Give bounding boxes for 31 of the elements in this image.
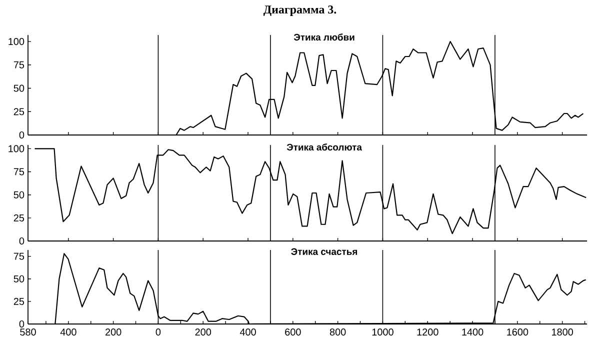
y-tick-label: 0 [19,131,24,139]
x-tick-label: 200 [195,328,212,336]
chart-title: Этика абсолюта [286,144,362,151]
y-tick-label: 75 [14,168,24,176]
y-tick-label: 100 [8,145,24,152]
y-tick-label: 25 [14,108,24,116]
x-tick-label: 1000 [372,328,394,336]
x-tick-label: 1600 [507,328,528,336]
x-tick-label: 1200 [417,328,438,336]
y-tick-label: 100 [8,38,24,46]
y-tick-label: 75 [14,252,24,260]
x-tick-label: 1800 [552,328,574,336]
x-tick-label: 0 [156,328,161,336]
y-tick-label: 50 [14,191,24,198]
text: Диаграмма 3. [263,6,336,16]
chart-title: Этика счастья [291,248,358,255]
x-tick-label: 1400 [462,328,484,336]
y-tick-label: 0 [19,320,24,328]
x-tick-label: 400 [60,328,76,336]
x-tick-label: 580 [20,328,36,336]
x-tick-label: 600 [285,328,301,336]
x-tick-label: 800 [330,328,346,336]
y-tick-label: 75 [14,61,24,68]
x-tick-label: 400 [240,328,256,336]
x-tick-label: 200 [106,328,122,336]
y-tick-label: 25 [14,298,24,305]
chart-title: Этика любви [294,34,354,41]
y-tick-label: 25 [14,214,24,222]
y-tick-label: 0 [19,237,24,245]
y-tick-label: 50 [14,275,24,282]
y-tick-label: 50 [14,84,24,92]
